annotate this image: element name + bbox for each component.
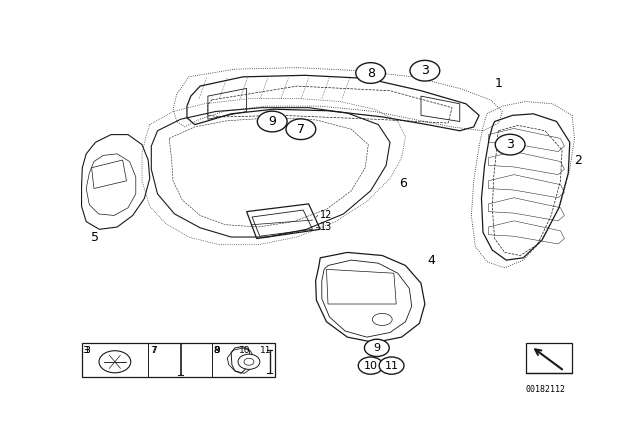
Text: 11: 11 (260, 346, 271, 355)
Circle shape (495, 134, 525, 155)
Text: 4: 4 (428, 254, 435, 267)
Text: 10: 10 (364, 361, 378, 370)
Text: 2: 2 (573, 154, 582, 167)
Text: 9: 9 (373, 343, 380, 353)
Text: 3: 3 (84, 346, 90, 355)
Text: 8: 8 (367, 66, 374, 79)
Circle shape (244, 358, 254, 365)
Text: 7: 7 (151, 346, 157, 355)
Circle shape (356, 63, 385, 83)
Text: 6: 6 (399, 177, 407, 190)
Text: 11: 11 (385, 361, 399, 370)
Text: 7: 7 (297, 123, 305, 136)
Circle shape (410, 60, 440, 81)
Text: 9: 9 (214, 346, 220, 355)
Text: 3: 3 (84, 346, 90, 355)
Text: 3: 3 (83, 346, 88, 355)
Text: 8: 8 (213, 346, 219, 355)
Text: 10: 10 (239, 346, 250, 355)
Text: 5: 5 (91, 231, 99, 244)
Circle shape (257, 111, 287, 132)
Text: 00182112: 00182112 (525, 385, 566, 394)
Circle shape (286, 119, 316, 140)
Text: 9: 9 (268, 115, 276, 128)
Text: 3: 3 (506, 138, 514, 151)
Text: 8: 8 (213, 346, 219, 355)
Circle shape (99, 351, 131, 373)
Text: 12: 12 (320, 211, 333, 220)
Circle shape (379, 357, 404, 374)
Circle shape (364, 339, 389, 357)
Circle shape (358, 357, 383, 374)
Text: 1: 1 (495, 77, 502, 90)
Text: 3: 3 (421, 64, 429, 77)
Text: 7: 7 (150, 346, 156, 355)
Circle shape (238, 354, 260, 369)
Text: 13: 13 (320, 222, 333, 232)
